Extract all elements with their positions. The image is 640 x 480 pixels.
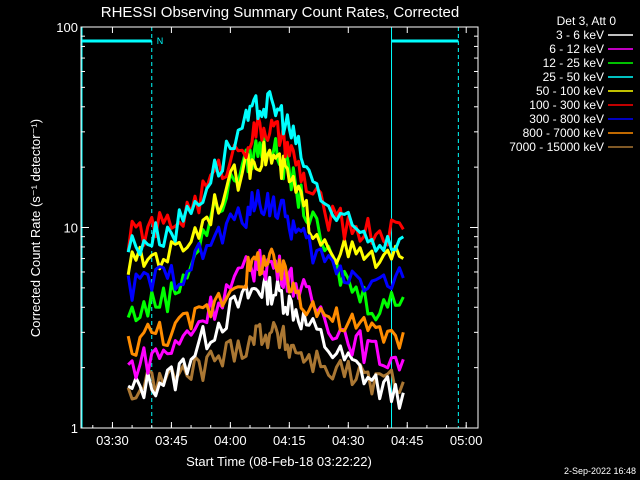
x-tick-label: 05:00 <box>450 433 483 448</box>
legend-label: 6 - 12 keV <box>549 42 604 56</box>
footer-date: 2-Sep-2022 16:48 <box>564 466 636 476</box>
legend-label: 300 - 800 keV <box>529 112 604 126</box>
legend-label: 3 - 6 keV <box>556 28 604 42</box>
y-axis-label: Corrected Count Rate (s⁻¹ detector⁻¹) <box>28 119 43 337</box>
y-tick-label: 1 <box>71 421 78 436</box>
y-tick-label: 10 <box>64 221 78 236</box>
series-line-8 <box>126 247 405 357</box>
axes: 03:30 03:45 04:00 04:15 04:30 04:45 05:00 1 10 10… <box>56 20 482 448</box>
legend-label: 50 - 100 keV <box>536 84 604 98</box>
legend-label: 800 - 7000 keV <box>523 126 604 140</box>
x-tick-label: 04:45 <box>391 433 424 448</box>
x-tick-label: 04:30 <box>332 433 365 448</box>
legend-label: 7000 - 15000 keV <box>509 140 604 154</box>
x-tick-label: 03:30 <box>96 433 129 448</box>
series-line-5 <box>126 140 405 275</box>
series-line-1 <box>127 273 405 410</box>
plot-area: N <box>81 27 459 428</box>
series-line-9 <box>126 321 405 401</box>
annotation-label: N <box>157 36 164 46</box>
y-tick-label: 100 <box>56 20 78 35</box>
x-tick-label: 04:00 <box>214 433 247 448</box>
chart-title: RHESSI Observing Summary Count Rates, Co… <box>101 4 459 21</box>
x-tick-label: 03:45 <box>155 433 188 448</box>
legend-title: Det 3, Att 0 <box>557 14 617 28</box>
series-line-4 <box>126 90 405 257</box>
series-line-2 <box>127 248 405 380</box>
series-line-7 <box>126 189 405 302</box>
legend-label: 12 - 25 keV <box>543 56 604 70</box>
legend-label: 100 - 300 keV <box>529 98 604 112</box>
x-tick-label: 04:15 <box>273 433 306 448</box>
x-axis-label: Start Time (08-Feb-18 03:22:22) <box>186 454 372 469</box>
legend-label: 25 - 50 keV <box>543 70 604 84</box>
